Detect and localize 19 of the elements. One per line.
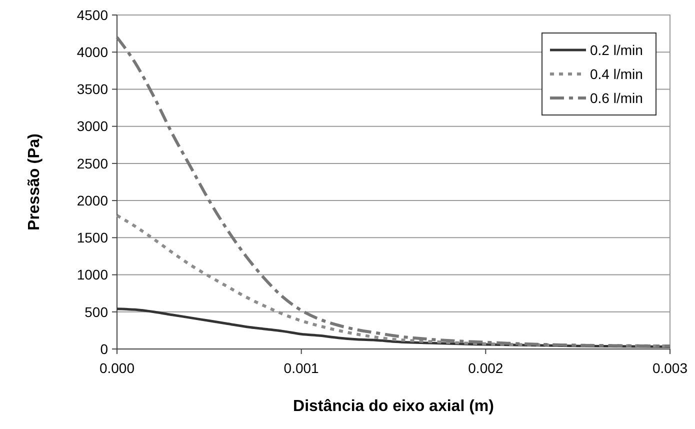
y-tick-label: 2000 — [76, 192, 108, 208]
y-tick-label: 1000 — [76, 266, 108, 283]
y-tick-label: 4500 — [76, 6, 108, 23]
x-tick-label: 0.002 — [468, 360, 504, 376]
y-tick-label: 3000 — [76, 118, 108, 134]
y-tick-label: 4000 — [76, 44, 108, 60]
y-tick-label: 0 — [100, 340, 108, 357]
legend-label: 0.6 l/min — [590, 90, 643, 106]
x-axis-title: Distância do eixo axial (m) — [293, 398, 494, 415]
legend-label: 0.4 l/min — [590, 66, 643, 82]
x-tick-label: 0.000 — [99, 360, 135, 376]
x-tick-label: 0.001 — [284, 360, 320, 376]
legend-label: 0.2 l/min — [590, 42, 643, 58]
y-tick-label: 1500 — [76, 230, 108, 246]
x-tick-label: 0.003 — [652, 360, 688, 376]
y-tick-label: 2500 — [76, 155, 108, 172]
y-tick-label: 3500 — [76, 81, 108, 98]
y-axis-title: Pressão (Pa) — [26, 134, 43, 230]
y-tick-label: 500 — [84, 304, 108, 320]
